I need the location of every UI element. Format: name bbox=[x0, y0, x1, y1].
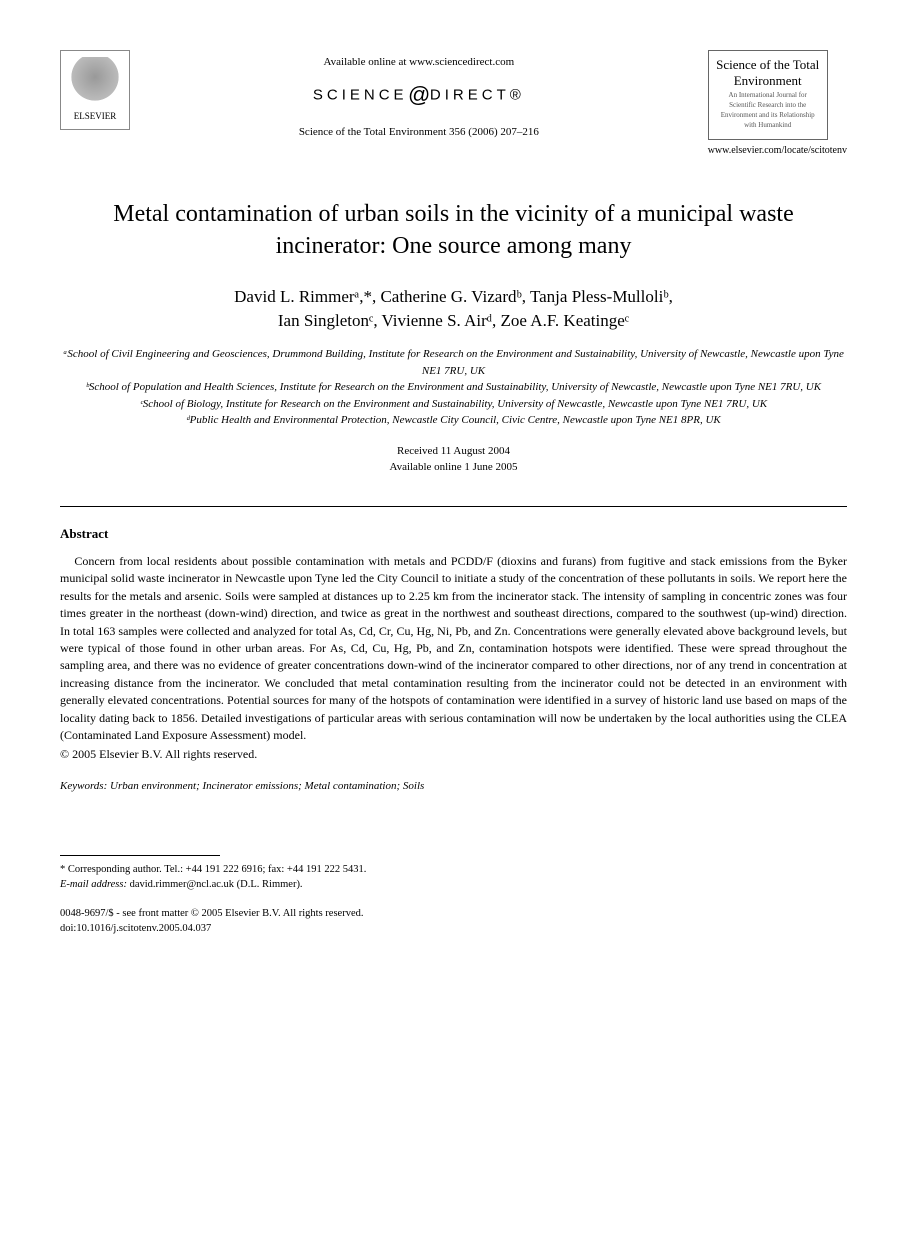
abstract-copyright: © 2005 Elsevier B.V. All rights reserved… bbox=[60, 746, 847, 763]
doi-line: doi:10.1016/j.scitotenv.2005.04.037 bbox=[60, 922, 847, 937]
affiliation-a: ᵃSchool of Civil Engineering and Geoscie… bbox=[60, 346, 847, 379]
corresponding-email: E-mail address: david.rimmer@ncl.ac.uk (… bbox=[60, 877, 847, 893]
corresponding-line: * Corresponding author. Tel.: +44 191 22… bbox=[60, 862, 847, 878]
journal-cover-block: Science of the Total Environment An Inte… bbox=[708, 50, 847, 158]
journal-cover: Science of the Total Environment An Inte… bbox=[708, 50, 828, 140]
center-header: Available online at www.sciencedirect.co… bbox=[130, 50, 708, 141]
authors: David L. Rimmerᵃ,*, Catherine G. Vizardᵇ… bbox=[60, 285, 847, 333]
sciencedirect-logo: SCIENCE@DIRECT® bbox=[130, 80, 708, 111]
keywords-label: Keywords: bbox=[60, 780, 107, 792]
publisher-name: ELSEVIER bbox=[74, 110, 117, 123]
journal-reference: Science of the Total Environment 356 (20… bbox=[130, 125, 708, 140]
footer-divider bbox=[60, 855, 220, 856]
authors-line-2: Ian Singletonᶜ, Vivienne S. Airᵈ, Zoe A.… bbox=[278, 311, 629, 330]
elsevier-logo: ELSEVIER bbox=[60, 50, 130, 130]
elsevier-tree-icon bbox=[70, 57, 120, 107]
available-online-text: Available online at www.sciencedirect.co… bbox=[130, 55, 708, 70]
sd-suffix: DIRECT® bbox=[430, 87, 525, 104]
keywords-text: Urban environment; Incinerator emissions… bbox=[107, 780, 424, 792]
article-title: Metal contamination of urban soils in th… bbox=[80, 198, 827, 263]
email-address: david.rimmer@ncl.ac.uk (D.L. Rimmer). bbox=[127, 879, 303, 890]
divider-above-abstract bbox=[60, 506, 847, 507]
keywords: Keywords: Urban environment; Incinerator… bbox=[60, 779, 847, 794]
corresponding-author: * Corresponding author. Tel.: +44 191 22… bbox=[60, 862, 847, 894]
affiliation-b: ᵇSchool of Population and Health Science… bbox=[60, 379, 847, 396]
sd-prefix: SCIENCE bbox=[313, 87, 408, 104]
abstract-text: Concern from local residents about possi… bbox=[60, 553, 847, 744]
received-date: Received 11 August 2004 bbox=[397, 445, 510, 457]
affiliations: ᵃSchool of Civil Engineering and Geoscie… bbox=[60, 346, 847, 429]
issn-line: 0048-9697/$ - see front matter © 2005 El… bbox=[60, 907, 847, 922]
journal-cover-title: Science of the Total Environment bbox=[715, 57, 821, 88]
article-dates: Received 11 August 2004 Available online… bbox=[60, 443, 847, 476]
affiliation-d: ᵈPublic Health and Environmental Protect… bbox=[60, 412, 847, 429]
journal-cover-subtitle: An International Journal for Scientific … bbox=[715, 91, 821, 130]
journal-url: www.elsevier.com/locate/scitotenv bbox=[708, 144, 847, 158]
header-row: ELSEVIER Available online at www.science… bbox=[60, 50, 847, 158]
email-label: E-mail address: bbox=[60, 879, 127, 890]
abstract-heading: Abstract bbox=[60, 525, 847, 543]
online-date: Available online 1 June 2005 bbox=[389, 461, 517, 473]
authors-line-1: David L. Rimmerᵃ,*, Catherine G. Vizardᵇ… bbox=[234, 287, 673, 306]
footer-meta: 0048-9697/$ - see front matter © 2005 El… bbox=[60, 907, 847, 936]
affiliation-c: ᶜSchool of Biology, Institute for Resear… bbox=[60, 396, 847, 413]
sd-at-icon: @ bbox=[408, 82, 430, 107]
